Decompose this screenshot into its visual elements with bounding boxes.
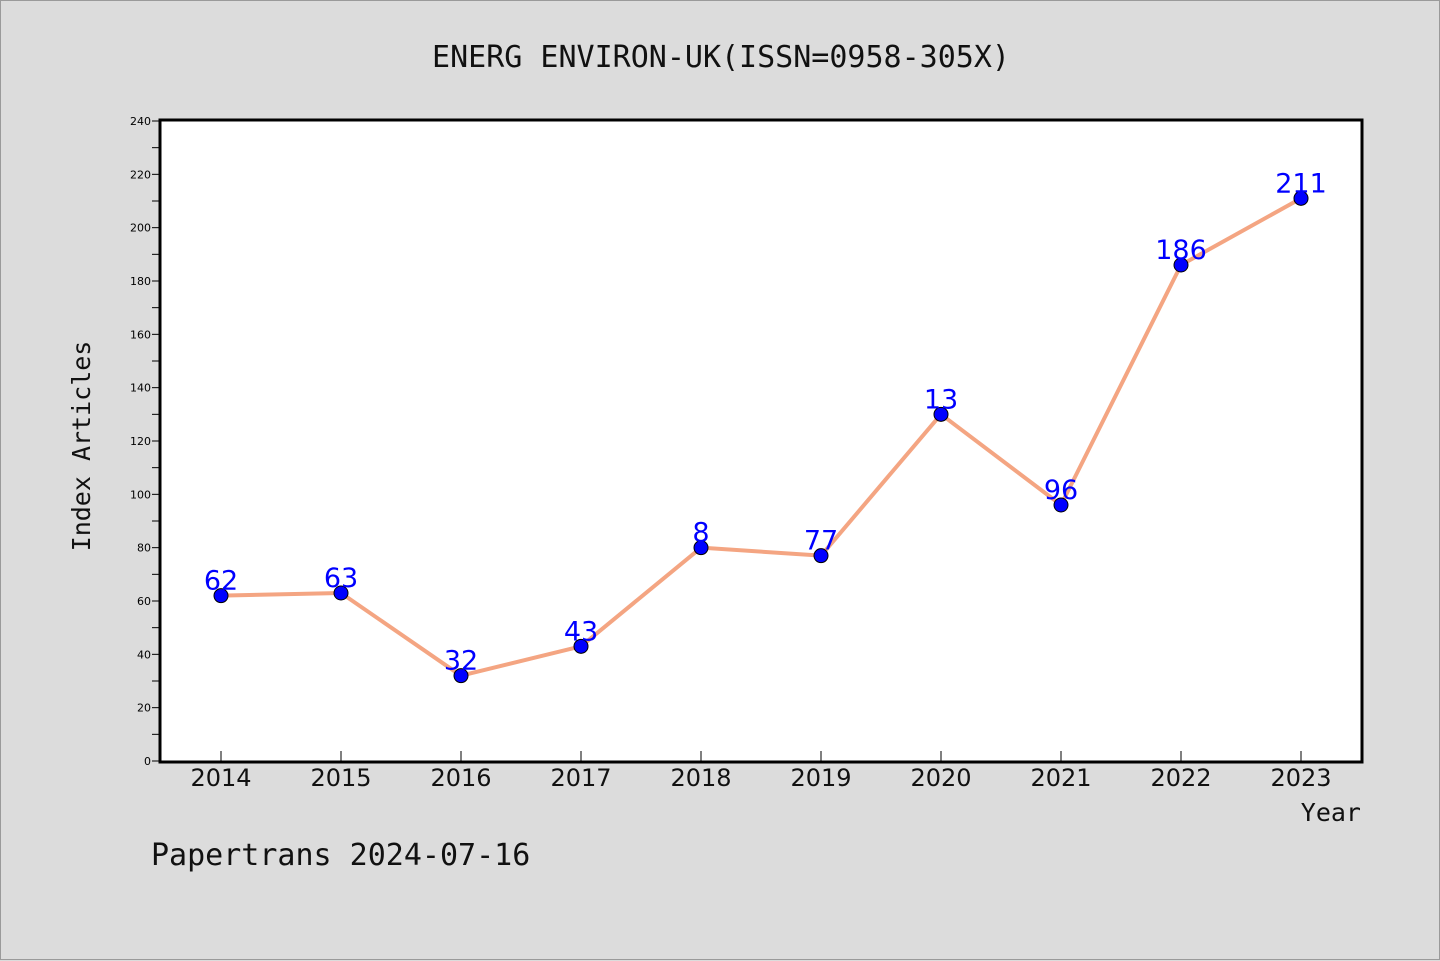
data-point (693, 540, 709, 556)
data-label: 62 (204, 566, 238, 597)
data-point (453, 668, 469, 684)
x-tick-label: 2017 (550, 764, 611, 792)
y-tick-label: 220 (130, 168, 151, 181)
x-tick-label: 2018 (670, 764, 731, 792)
x-tick-label: 2021 (1030, 764, 1091, 792)
y-tick-label: 20 (137, 702, 151, 715)
y-tick-label: 0 (144, 755, 151, 768)
x-tick-label: 2022 (1150, 764, 1211, 792)
y-tick-label: 140 (130, 382, 151, 395)
y-tick-label: 240 (130, 115, 151, 128)
y-tick-label: 40 (137, 648, 151, 661)
data-label: 211 (1275, 168, 1327, 199)
data-label: 43 (564, 616, 598, 647)
x-tick-label: 2020 (910, 764, 971, 792)
y-tick-label: 180 (130, 275, 151, 288)
data-point (333, 585, 349, 601)
y-tick-label: 60 (137, 595, 151, 608)
chart-title: ENERG ENVIRON-UK(ISSN=0958-305X) (432, 40, 1010, 75)
data-label: 13 (924, 384, 958, 415)
x-tick-label: 2016 (430, 764, 491, 792)
x-tick-label: 2014 (190, 764, 251, 792)
watermark-text: Papertrans 2024-07-16 (151, 838, 530, 873)
y-tick-label: 200 (130, 222, 151, 235)
series-line (220, 196, 1302, 678)
data-point (813, 548, 829, 564)
y-tick-label: 160 (130, 328, 151, 341)
y-axis-label: Index Articles (67, 341, 96, 552)
series-line-group: 62 63 32 43 8 77 13 96 186 211 (204, 168, 1327, 684)
data-label: 63 (324, 563, 358, 594)
data-point (573, 638, 589, 654)
data-label: 186 (1155, 235, 1207, 266)
plot-area (158, 118, 1364, 764)
data-label: 77 (804, 526, 838, 557)
y-axis-ticks: 0 20 40 60 80 100 120 140 160 180 200 220 240 (130, 115, 161, 768)
data-point (933, 406, 949, 422)
data-label: 96 (1044, 475, 1078, 506)
x-tick-label: 2023 (1270, 764, 1331, 792)
x-tick-label: 2015 (310, 764, 371, 792)
data-label: 32 (444, 646, 478, 677)
y-tick-label: 120 (130, 435, 151, 448)
data-point (1293, 190, 1309, 206)
data-point (1053, 497, 1069, 513)
data-point (1173, 257, 1189, 273)
data-point (213, 588, 229, 604)
x-axis-ticks: 2014 2015 2016 2017 2018 2019 2020 2021 2022 2023 (190, 751, 1332, 792)
data-label: 8 (692, 518, 709, 549)
y-tick-label: 80 (137, 542, 151, 555)
y-tick-label: 100 (130, 488, 151, 501)
x-axis-label: Year (1301, 798, 1361, 827)
x-tick-label: 2019 (790, 764, 851, 792)
